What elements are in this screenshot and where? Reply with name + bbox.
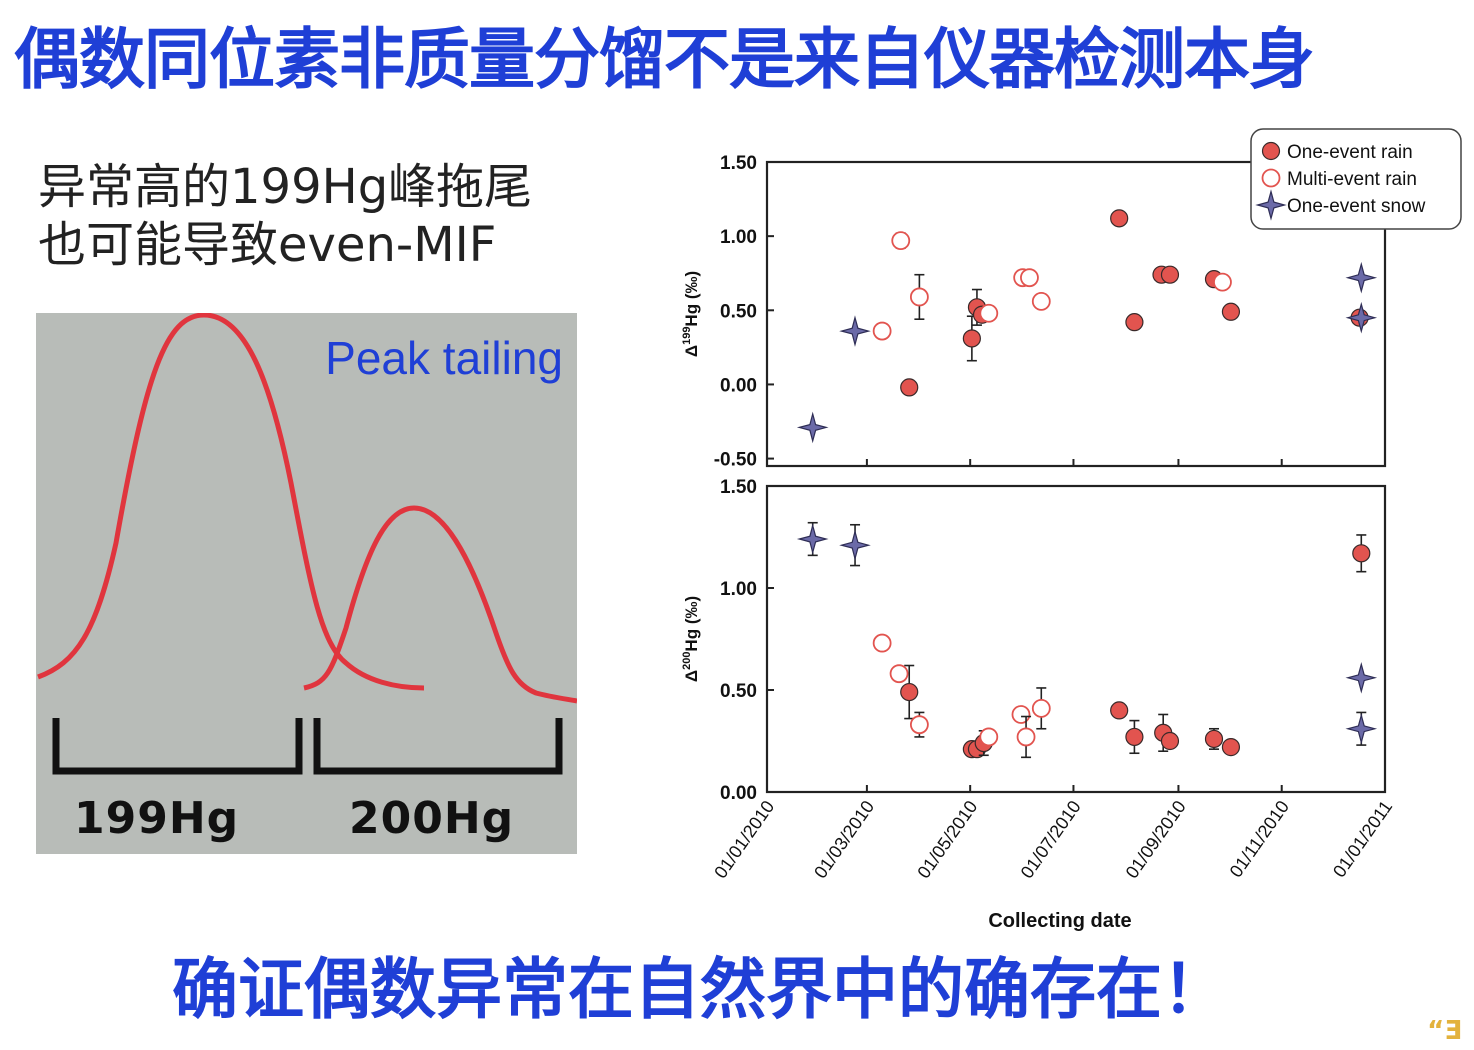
mass-label-200hg: 200Hg <box>349 793 515 844</box>
top-point-multi-event-rain <box>891 231 911 250</box>
corner-logo: “Ǝ <box>1427 1016 1462 1046</box>
mass-label-199hg: 199Hg <box>74 793 240 844</box>
bottom-y-axis-label: Δ200Hg (‰) <box>681 596 701 682</box>
bottom-point-one-event-rain <box>1125 727 1144 747</box>
top-point-one-event-rain <box>962 329 981 348</box>
top-point-multi-event-rain <box>1213 272 1232 292</box>
top-y-axis-label: Δ199Hg (‰) <box>681 271 701 357</box>
peak-curves <box>37 313 577 775</box>
top-plot-frame <box>765 160 1387 468</box>
xtick-label: 01/03/2010 <box>810 797 878 882</box>
x-axis-label: Collecting date <box>988 910 1131 932</box>
bottom-point-multi-event-rain <box>1011 705 1031 724</box>
xtick-label: 01/07/2010 <box>1017 797 1085 882</box>
top-point-multi-event-rain <box>1031 291 1051 311</box>
top-ytick-label: 0.50 <box>720 301 757 322</box>
top-point-one-event-snow <box>839 315 871 347</box>
bottom-point-one-event-rain <box>900 682 919 702</box>
top-point-one-event-rain <box>1125 313 1144 332</box>
top-point-one-event-snow <box>1345 301 1378 334</box>
xtick-label: 01/05/2010 <box>913 797 981 882</box>
top-point-multi-event-rain <box>1020 268 1039 288</box>
note-line-2: 也可能导致even-MIF <box>38 217 497 273</box>
peak-200hg-curve <box>303 505 577 704</box>
xtick-label: 01/01/2011 <box>1329 797 1396 881</box>
slide-title: 偶数同位素非质量分馏不是来自仪器检测本身 <box>14 21 1315 98</box>
bottom-point-one-event-rain <box>1110 701 1129 720</box>
bottom-point-one-event-rain <box>1204 729 1224 749</box>
top-point-one-event-rain <box>900 378 919 397</box>
bottom-point-multi-event-rain <box>909 715 929 735</box>
legend-label: One-event rain <box>1287 142 1413 163</box>
top-point-one-event-rain <box>1110 209 1129 228</box>
bottom-ytick-label: 1.00 <box>720 579 757 600</box>
bottom-point-one-event-rain <box>1160 731 1180 751</box>
bottom-ytick-label: 0.00 <box>720 783 757 804</box>
legend-box <box>1250 128 1462 230</box>
legend-marker-one-event-snow <box>1255 189 1287 221</box>
bracket-199hg <box>52 718 303 775</box>
peak-tailing-note: 异常高的199Hg峰拖尾 也可能导致even-MIF <box>38 158 532 274</box>
top-ytick-label: 0.00 <box>720 375 757 396</box>
top-point-one-event-snow <box>796 411 829 444</box>
top-point-multi-event-rain <box>909 287 929 307</box>
legend-marker-one-event-rain <box>1261 141 1281 161</box>
peak-199hg-curve <box>37 313 425 691</box>
bottom-point-one-event-snow <box>1345 662 1378 694</box>
bottom-point-multi-event-rain <box>1016 727 1036 747</box>
conclusion-text: 确证偶数异常在自然界中的确存在！ <box>172 951 1228 1028</box>
top-point-multi-event-rain <box>979 303 999 323</box>
top-point-one-event-snow <box>1345 261 1378 294</box>
xtick-label: 01/11/2010 <box>1226 797 1293 881</box>
bottom-point-multi-event-rain <box>889 664 909 684</box>
peak-tailing-label: Peak tailing <box>325 332 563 384</box>
bottom-point-one-event-rain <box>1221 738 1241 757</box>
xtick-label: 01/09/2010 <box>1122 797 1190 882</box>
bottom-ytick-label: 0.50 <box>720 681 757 702</box>
top-point-one-event-rain <box>1160 265 1180 284</box>
note-line-1: 异常高的199Hg峰拖尾 <box>38 159 533 215</box>
peak-tailing-figure: Peak tailing 199Hg 200Hg <box>36 313 577 854</box>
legend-label: Multi-event rain <box>1287 169 1417 190</box>
bottom-point-one-event-snow <box>839 529 871 562</box>
top-ytick-label: 1.00 <box>720 227 757 248</box>
bottom-point-one-event-snow <box>1345 713 1378 745</box>
bracket-200hg <box>313 718 563 775</box>
legend-marker-multi-event-rain <box>1261 168 1281 188</box>
bottom-ytick-label: 1.50 <box>720 477 757 498</box>
bottom-point-multi-event-rain <box>872 633 892 653</box>
top-ytick-label: 1.50 <box>720 153 757 174</box>
xtick-label: 01/01/2010 <box>710 797 778 882</box>
bottom-point-one-event-snow <box>796 523 829 555</box>
bottom-plot-frame <box>765 484 1387 794</box>
legend-label: One-event snow <box>1287 196 1426 217</box>
bottom-point-multi-event-rain <box>979 727 999 747</box>
top-ytick-label: -0.50 <box>714 450 757 471</box>
bottom-point-one-event-rain <box>1352 544 1371 563</box>
top-point-multi-event-rain <box>872 321 892 341</box>
top-point-one-event-rain <box>1221 302 1241 321</box>
bottom-point-multi-event-rain <box>1031 698 1051 718</box>
